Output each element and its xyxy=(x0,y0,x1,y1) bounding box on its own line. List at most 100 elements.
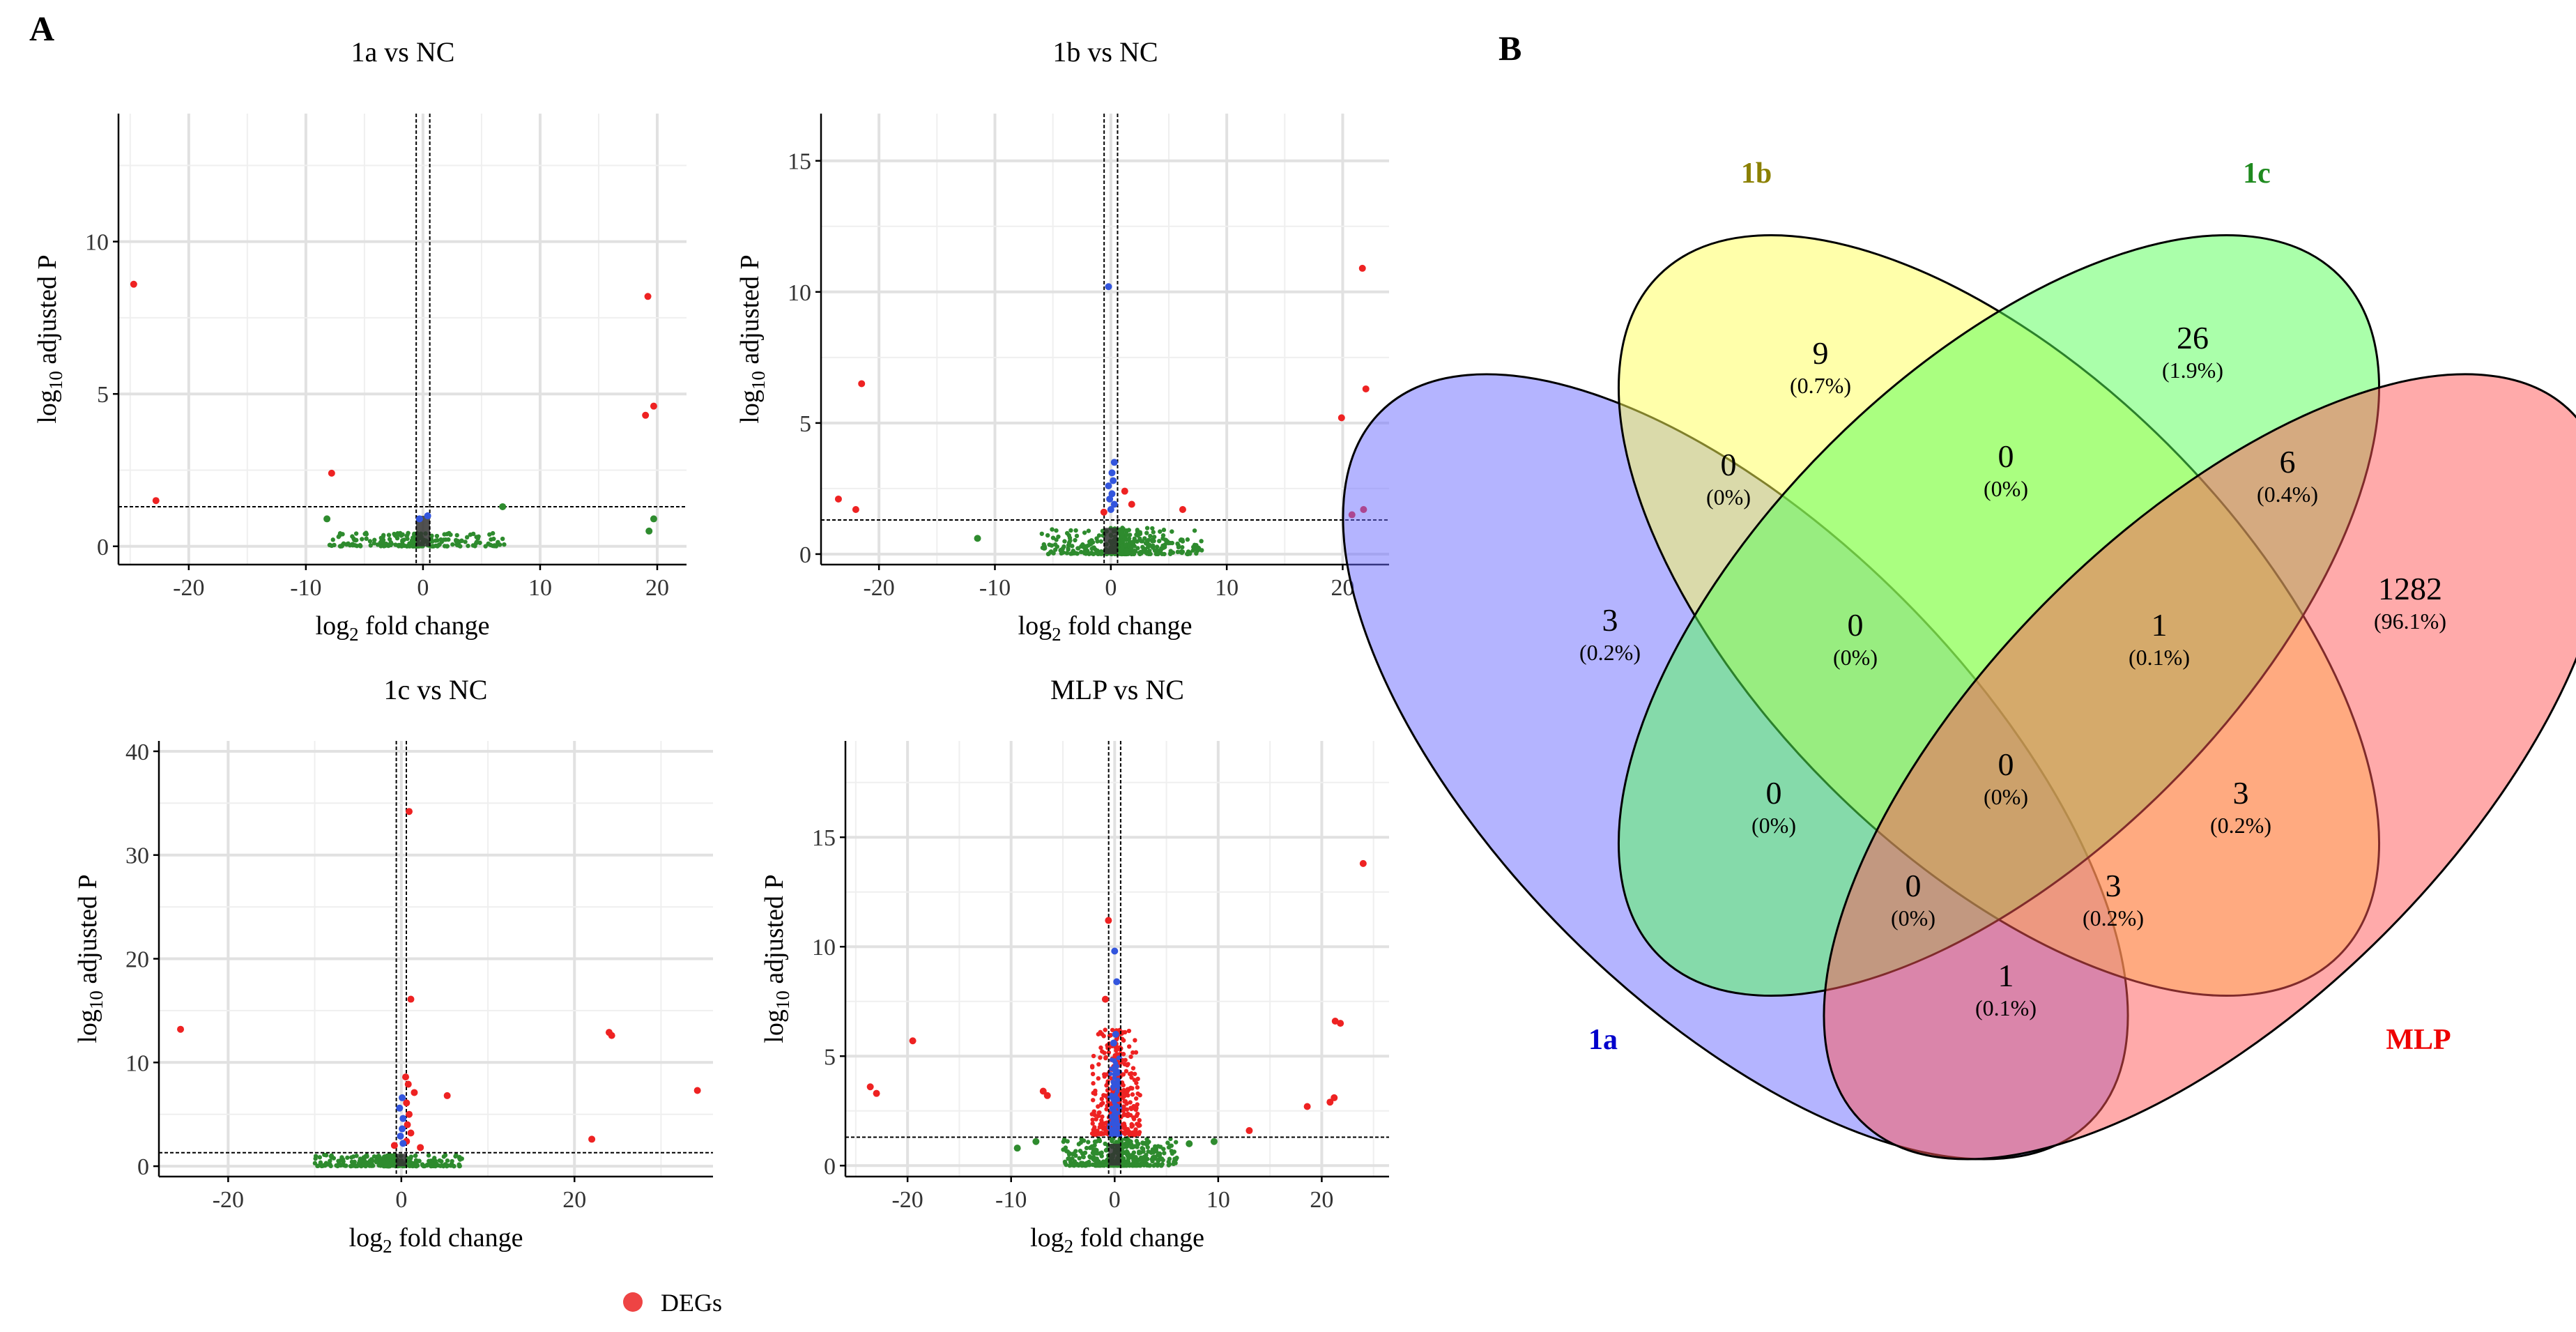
ns-point xyxy=(400,538,405,543)
ns-point xyxy=(353,538,358,543)
ns-point xyxy=(317,1155,323,1160)
venn-region-count: 3 xyxy=(1602,602,1618,638)
ns-point xyxy=(1041,542,1046,547)
ns-point xyxy=(1165,539,1170,544)
y-axis-label: log10 adjusted P xyxy=(735,254,769,423)
deg-cloud-point xyxy=(1121,1038,1126,1043)
deg-cloud-point xyxy=(1126,1111,1130,1117)
y-tick-label: 40 xyxy=(125,740,149,765)
ns-point xyxy=(381,544,387,549)
ns-point xyxy=(1124,533,1129,537)
ns-point xyxy=(1064,530,1070,536)
ns-point xyxy=(405,536,410,542)
ns-point xyxy=(1099,1154,1104,1158)
ns-point xyxy=(442,532,447,537)
series-degs xyxy=(834,264,1370,519)
ns-point xyxy=(1151,1150,1156,1155)
deg-cloud-point xyxy=(1106,1050,1112,1055)
deg-cloud-point xyxy=(1133,1038,1137,1043)
deg-cloud-point xyxy=(1131,1117,1137,1122)
sig-cloud-point xyxy=(1112,1100,1117,1105)
y-tick-label: 0 xyxy=(137,1154,149,1180)
ns-point xyxy=(413,1158,419,1163)
ns-point xyxy=(381,1160,387,1165)
venn-region-percent: (96.1%) xyxy=(2374,608,2446,634)
ns-point xyxy=(351,1154,356,1159)
venn-region: 0(0%) xyxy=(1984,438,2028,501)
ns-point xyxy=(430,544,436,549)
x-tick-label: 20 xyxy=(1310,1187,1333,1213)
deg-cloud-point xyxy=(1121,1121,1126,1126)
plot-title: 1c vs NC xyxy=(384,674,488,705)
plot-title: MLP vs NC xyxy=(1050,674,1184,705)
sig-cloud-point xyxy=(1108,1071,1113,1076)
data-point xyxy=(152,497,160,505)
data-point xyxy=(1107,506,1114,514)
deg-cloud-point xyxy=(1091,1081,1096,1086)
x-tick-label: 0 xyxy=(1109,1187,1121,1213)
ns-point xyxy=(1144,1137,1149,1142)
ns-point xyxy=(1151,538,1156,544)
ns-point xyxy=(1095,1162,1101,1168)
ns-point xyxy=(466,543,470,549)
deg-cloud-point xyxy=(1121,1108,1126,1113)
ns-point xyxy=(1156,551,1160,557)
ns-point xyxy=(1120,534,1126,539)
ns-point xyxy=(364,536,369,542)
ns-point xyxy=(367,1160,371,1165)
data-point xyxy=(1043,1092,1051,1099)
ns-point xyxy=(399,544,404,549)
point-cloud xyxy=(1061,1027,1179,1168)
y-tick-label: 20 xyxy=(125,947,149,973)
series-not-significant-outliers- xyxy=(974,535,1202,553)
ns-point xyxy=(1132,1157,1137,1163)
ns-point xyxy=(1150,526,1155,531)
ns-point xyxy=(1068,538,1073,543)
ns-point xyxy=(336,1162,341,1167)
sig-cloud-point xyxy=(1111,1086,1116,1091)
ns-point xyxy=(1134,1163,1139,1168)
series-not-significant-outliers- xyxy=(1013,1138,1218,1152)
y-tick-label: 0 xyxy=(799,542,811,568)
deg-cloud-point xyxy=(1093,1092,1098,1096)
ns-point xyxy=(450,1158,454,1164)
ns-point xyxy=(1140,1141,1146,1146)
venn-region-percent: (0%) xyxy=(1833,645,1878,670)
deg-cloud-point xyxy=(1093,1131,1098,1136)
ns-point xyxy=(1065,1149,1071,1154)
ns-point xyxy=(1076,1142,1082,1147)
venn-region: 3(0.2%) xyxy=(2210,775,2271,838)
sig-cloud-point xyxy=(1112,1075,1117,1080)
deg-cloud-point xyxy=(1121,1112,1127,1117)
ns-point xyxy=(470,543,476,548)
ns-point xyxy=(1061,1139,1066,1145)
ns-point xyxy=(1054,528,1059,533)
ns-point xyxy=(474,539,480,544)
deg-cloud-point xyxy=(1103,1027,1107,1032)
ns-point xyxy=(1086,528,1091,533)
data-point xyxy=(1105,283,1112,291)
dense-core xyxy=(1108,1143,1121,1166)
x-tick-label: -20 xyxy=(213,1187,244,1213)
data-point xyxy=(1359,859,1367,867)
point-cloud xyxy=(327,516,507,549)
ns-point xyxy=(1063,1145,1068,1150)
venn-region-percent: (0.7%) xyxy=(1790,373,1851,398)
ns-point xyxy=(1175,549,1181,555)
data-point xyxy=(1111,947,1119,955)
dense-core xyxy=(396,1154,407,1167)
deg-cloud-point xyxy=(1096,1075,1101,1081)
ns-point xyxy=(1132,1144,1137,1149)
ns-point xyxy=(1039,531,1045,536)
ns-point xyxy=(1079,549,1084,555)
series-significant-small-fold-change xyxy=(1105,283,1118,514)
series-degs xyxy=(177,808,701,1151)
ns-point xyxy=(1087,551,1091,556)
ns-point xyxy=(457,1163,462,1169)
data-point xyxy=(650,402,657,410)
ns-point xyxy=(1128,1139,1133,1144)
ns-point xyxy=(1146,1149,1151,1154)
ns-point xyxy=(1173,1140,1179,1145)
sig-cloud-point xyxy=(1115,1081,1120,1086)
deg-cloud-point xyxy=(1091,1098,1096,1103)
